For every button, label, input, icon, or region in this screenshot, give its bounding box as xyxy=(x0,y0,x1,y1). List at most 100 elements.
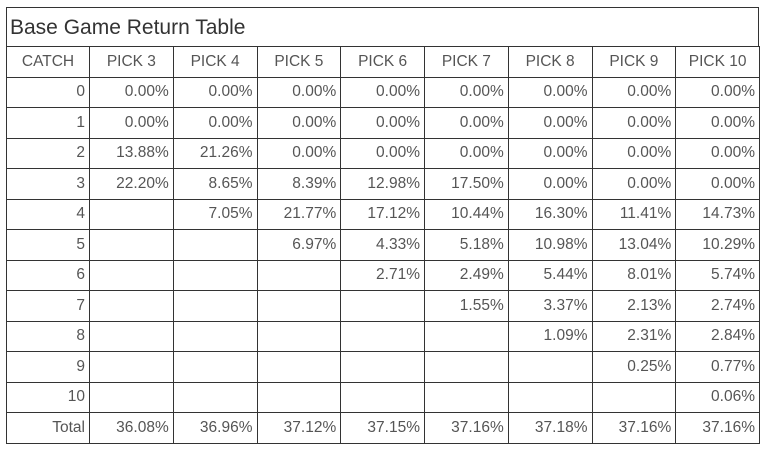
return-cell xyxy=(89,229,174,261)
column-header: PICK 3 xyxy=(89,46,174,78)
return-cell xyxy=(89,351,174,383)
column-header: PICK 6 xyxy=(340,46,425,78)
catch-cell: 8 xyxy=(6,320,90,352)
column-header: PICK 9 xyxy=(591,46,677,78)
return-cell: 8.65% xyxy=(172,168,258,200)
column-header: PICK 8 xyxy=(507,46,593,78)
table-row: 9 0.25% 0.77% xyxy=(6,351,760,383)
column-header: CATCH xyxy=(6,46,90,78)
return-cell: 0.00% xyxy=(675,107,760,139)
return-cell xyxy=(172,381,258,413)
return-cell: 10.29% xyxy=(675,229,760,261)
column-header: PICK 4 xyxy=(172,46,258,78)
return-cell: 0.00% xyxy=(89,107,174,139)
return-cell xyxy=(89,381,174,413)
return-cell xyxy=(256,381,342,413)
return-cell xyxy=(89,320,174,352)
return-cell: 16.30% xyxy=(507,198,593,230)
return-cell: 0.00% xyxy=(424,76,509,108)
return-cell xyxy=(340,290,425,322)
return-cell xyxy=(89,198,174,230)
return-cell xyxy=(340,320,425,352)
table-row: 5 6.97% 4.33% 5.18% 10.98% 13.04% 10.29% xyxy=(6,229,760,261)
return-cell: 13.04% xyxy=(591,229,677,261)
return-cell: 3.37% xyxy=(507,290,593,322)
return-cell: 17.50% xyxy=(424,168,509,200)
catch-cell: 5 xyxy=(6,229,90,261)
return-cell xyxy=(256,351,342,383)
catch-cell: 1 xyxy=(6,107,90,139)
return-cell: 37.16% xyxy=(675,412,760,444)
return-cell xyxy=(340,351,425,383)
return-cell xyxy=(172,290,258,322)
catch-cell: 9 xyxy=(6,351,90,383)
return-cell: 2.74% xyxy=(675,290,760,322)
return-cell: 2.49% xyxy=(424,259,509,291)
table-row: 1 0.00% 0.00% 0.00% 0.00% 0.00% 0.00% 0.00% 0.00… xyxy=(6,107,760,139)
return-cell: 0.00% xyxy=(675,168,760,200)
return-cell: 13.88% xyxy=(89,137,174,169)
return-cell: 0.00% xyxy=(424,107,509,139)
return-cell: 37.16% xyxy=(424,412,509,444)
return-cell: 22.20% xyxy=(89,168,174,200)
header-row: CATCH PICK 3 PICK 4 PICK 5 PICK 6 PICK 7 PICK … xyxy=(6,46,760,78)
table-title: Base Game Return Table xyxy=(6,7,759,46)
return-cell: 0.00% xyxy=(340,107,425,139)
table-row: 10 0.06% xyxy=(6,381,760,413)
return-cell: 0.25% xyxy=(591,351,677,383)
return-cell: 0.00% xyxy=(591,76,677,108)
table-row: 8 1.09% 2.31% 2.84% xyxy=(6,320,760,352)
return-cell: 21.77% xyxy=(256,198,342,230)
return-cell xyxy=(424,351,509,383)
table-row: 2 13.88% 21.26% 0.00% 0.00% 0.00% 0.00% 0.00% 0.… xyxy=(6,137,760,169)
column-header: PICK 10 xyxy=(675,46,760,78)
return-cell: 0.00% xyxy=(89,76,174,108)
return-cell: 0.00% xyxy=(256,107,342,139)
return-cell: 5.18% xyxy=(424,229,509,261)
return-cell: 36.08% xyxy=(89,412,174,444)
return-cell: 6.97% xyxy=(256,229,342,261)
return-cell: 2.71% xyxy=(340,259,425,291)
table-row: 3 22.20% 8.65% 8.39% 12.98% 17.50% 0.00% 0.00% 0… xyxy=(6,168,760,200)
return-cell: 4.33% xyxy=(340,229,425,261)
return-cell xyxy=(340,381,425,413)
return-cell: 2.13% xyxy=(591,290,677,322)
return-cell: 0.00% xyxy=(340,76,425,108)
catch-cell: 4 xyxy=(6,198,90,230)
return-cell: 37.12% xyxy=(256,412,342,444)
return-cell: 12.98% xyxy=(340,168,425,200)
return-cell: 37.15% xyxy=(340,412,425,444)
return-cell xyxy=(172,229,258,261)
return-cell: 0.00% xyxy=(675,76,760,108)
table-row: 6 2.71% 2.49% 5.44% 8.01% 5.74% xyxy=(6,259,760,291)
return-cell: 0.00% xyxy=(507,107,593,139)
return-cell: 10.44% xyxy=(424,198,509,230)
return-table: CATCH PICK 3 PICK 4 PICK 5 PICK 6 PICK 7 PICK … xyxy=(6,46,760,444)
return-cell: 0.00% xyxy=(507,137,593,169)
return-cell: 2.31% xyxy=(591,320,677,352)
return-cell: 1.55% xyxy=(424,290,509,322)
catch-cell: Total xyxy=(6,412,90,444)
return-cell: 0.00% xyxy=(591,168,677,200)
return-cell xyxy=(172,351,258,383)
return-cell xyxy=(256,259,342,291)
return-cell xyxy=(256,290,342,322)
table-row: 4 7.05% 21.77% 17.12% 10.44% 16.30% 11.41% 14.7… xyxy=(6,198,760,230)
return-cell xyxy=(424,320,509,352)
return-cell: 5.74% xyxy=(675,259,760,291)
return-cell xyxy=(172,259,258,291)
return-cell xyxy=(256,320,342,352)
column-header: PICK 5 xyxy=(256,46,342,78)
return-cell: 0.00% xyxy=(424,137,509,169)
return-cell: 8.39% xyxy=(256,168,342,200)
return-cell xyxy=(507,351,593,383)
total-row: Total 36.08% 36.96% 37.12% 37.15% 37.16% 37.18… xyxy=(6,412,760,444)
catch-cell: 3 xyxy=(6,168,90,200)
return-cell: 0.00% xyxy=(256,76,342,108)
return-cell: 37.18% xyxy=(507,412,593,444)
return-cell: 0.06% xyxy=(675,381,760,413)
return-cell: 10.98% xyxy=(507,229,593,261)
return-cell xyxy=(172,320,258,352)
return-cell: 0.00% xyxy=(172,76,258,108)
return-cell: 0.00% xyxy=(591,137,677,169)
